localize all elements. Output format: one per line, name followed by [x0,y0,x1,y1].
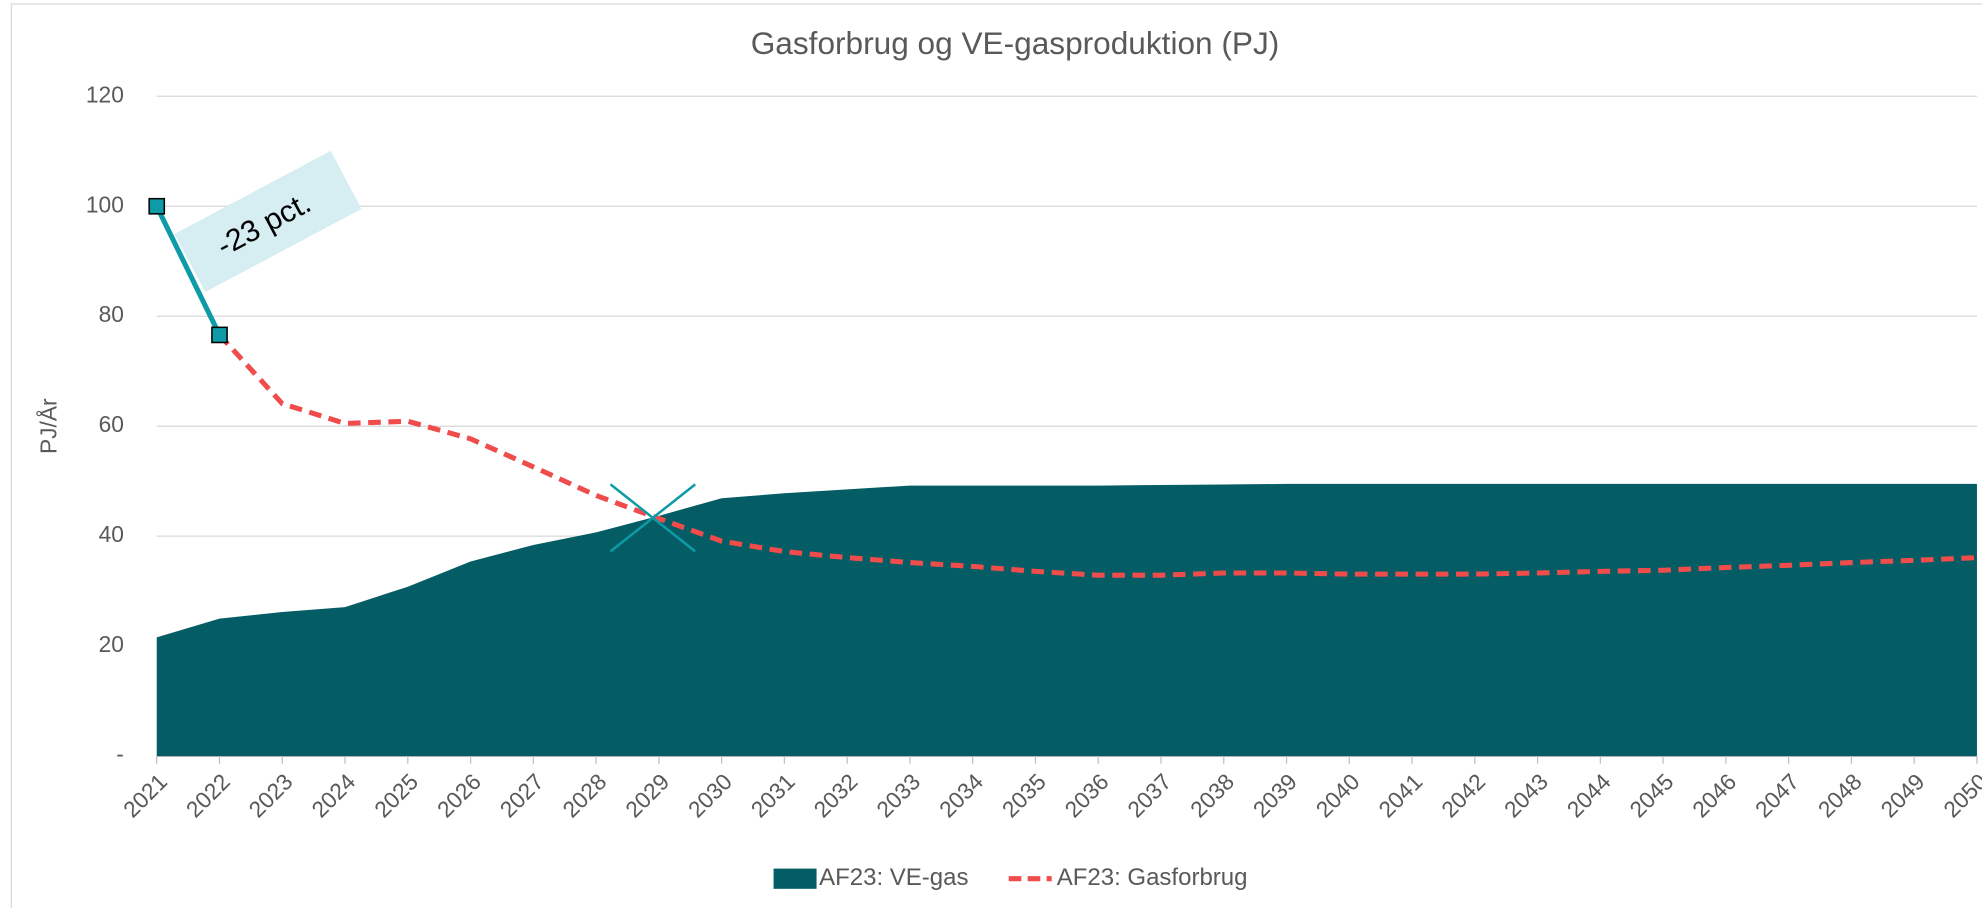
x-tick-label: 2026 [432,768,486,822]
legend-label: AF23: Gasforbrug [1057,864,1248,891]
x-tick-label: 2033 [871,768,925,822]
y-tick-label: 120 [86,81,124,107]
highlight-segment [154,205,222,337]
x-tick-label: 2025 [369,768,423,822]
annotation: -23 pct. [174,150,362,292]
chart-border [10,3,1982,908]
x-tick-label: 2023 [243,768,297,822]
marker [148,197,166,215]
x-tick-label: 2035 [997,768,1051,822]
x-tick-label: 2030 [683,768,737,822]
x-tick-label: 2034 [934,768,988,822]
x-tick-label: 2046 [1687,768,1741,822]
x-tick-label: 2036 [1059,768,1113,822]
x-tick-label: 2050 [1938,768,1982,822]
chart-title: Gasforbrug og VE-gasproduktion (PJ) [751,25,1280,61]
x-tick-label: 2031 [746,768,800,822]
x-tick-label: 2024 [306,768,360,822]
x-tick-label: 2048 [1813,768,1867,822]
x-tick-label: 2037 [1122,768,1176,822]
x-tick-label: 2021 [118,768,172,822]
x-tick-label: 2029 [620,768,674,822]
x-tick-label: 2049 [1875,768,1929,822]
y-axis-label: PJ/År [36,398,62,454]
y-tick-label: 20 [99,631,124,657]
y-tick-label: 40 [99,521,124,547]
x-tick-label: 2027 [495,768,549,822]
x-tick-label: 2022 [181,768,235,822]
x-tick-label: 2045 [1624,768,1678,822]
y-tick-label: - [116,741,124,767]
x-tick-label: 2038 [1185,768,1239,822]
y-tick-label: 80 [99,301,124,327]
x-tick-label: 2043 [1499,768,1553,822]
line [217,333,1978,578]
x-tick-label: 2042 [1436,768,1490,822]
y-tick-label: 60 [99,411,124,437]
cross-mark [609,483,697,553]
annotation-box [174,150,362,292]
x-tick-label: 2028 [557,768,611,822]
area [156,483,1977,757]
x-tick-label: 2039 [1248,768,1302,822]
x-tick-label: 2044 [1562,768,1616,822]
x-tick-label: 2032 [808,768,862,822]
marker [211,326,228,344]
y-tick-label: 100 [86,191,124,217]
x-tick-label: 2047 [1750,768,1804,822]
x-tick-label: 2041 [1373,768,1427,822]
legend-label: AF23: VE-gas [819,864,968,891]
legend-swatch [773,868,817,889]
x-tick-label: 2040 [1310,768,1364,822]
